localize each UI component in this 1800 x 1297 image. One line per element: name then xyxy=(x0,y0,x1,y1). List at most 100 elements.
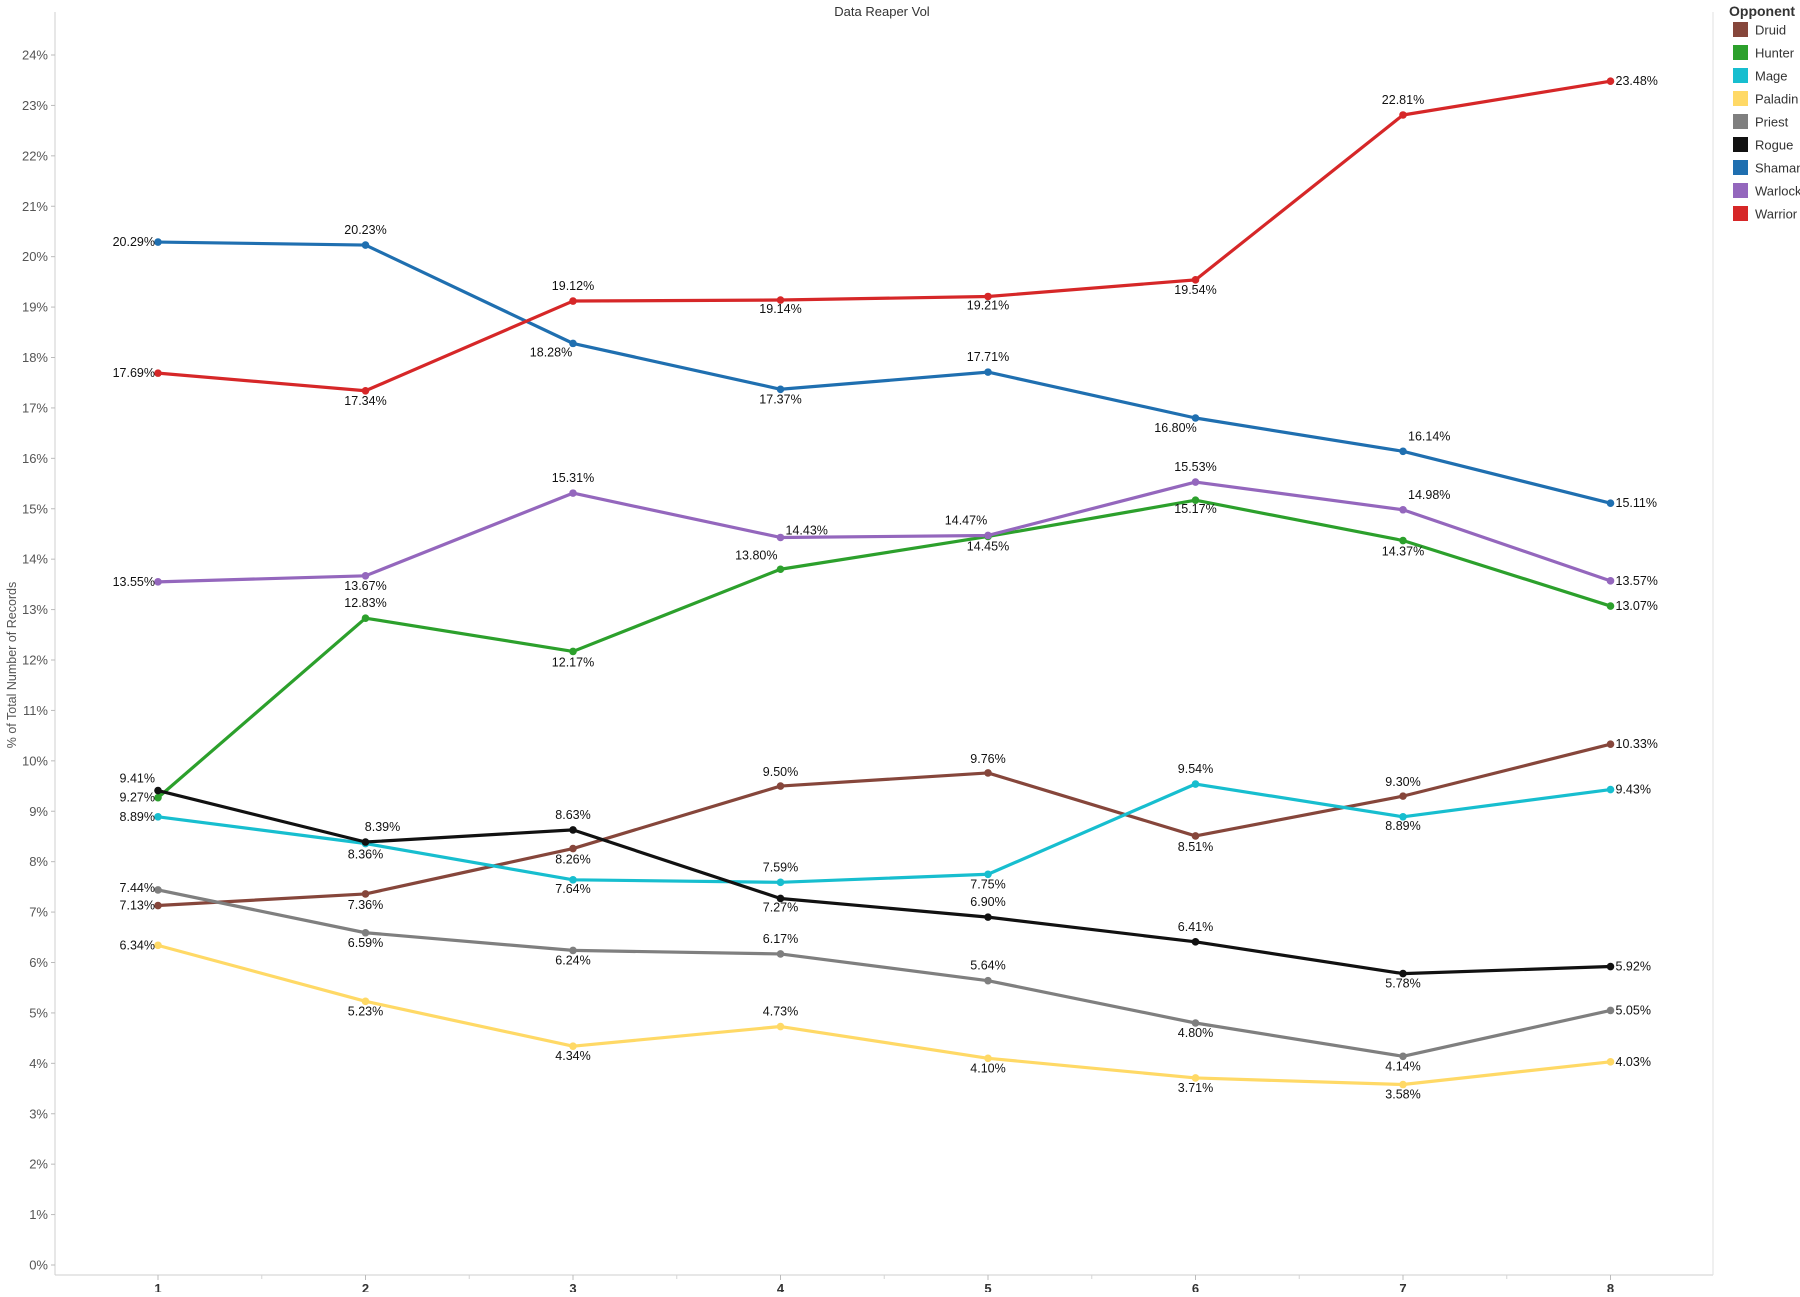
data-point-druid xyxy=(1606,740,1615,748)
data-point-warlock xyxy=(1399,505,1407,514)
legend-swatch-warlock xyxy=(1733,183,1748,198)
data-label-warlock: 14.98% xyxy=(1408,488,1450,502)
legend-label-mage: Mage xyxy=(1755,69,1788,84)
data-point-mage xyxy=(1191,780,1200,788)
series-line-rogue xyxy=(157,789,1611,976)
y-tick-label: 6% xyxy=(29,955,48,970)
data-label-shaman: 16.80% xyxy=(1154,421,1196,435)
data-label-priest: 5.64% xyxy=(970,959,1005,973)
legend-label-hunter: Hunter xyxy=(1755,46,1795,61)
legend-swatch-warrior xyxy=(1733,206,1748,221)
series-line-hunter xyxy=(156,498,1611,799)
data-label-rogue: 8.63% xyxy=(555,808,590,822)
data-point-mage xyxy=(776,878,785,887)
x-axis-ticks: 1 2 3 4 5 6 7 8 xyxy=(154,1275,1614,1296)
legend-swatch-hunter xyxy=(1733,45,1748,60)
data-label-paladin: 4.03% xyxy=(1616,1055,1651,1069)
data-point-mage xyxy=(1399,812,1407,821)
y-tick-label: 9% xyxy=(29,804,48,819)
data-point-warrior xyxy=(569,297,577,305)
data-label-paladin: 4.10% xyxy=(970,1061,1005,1075)
data-point-druid xyxy=(154,901,162,910)
data-point-rogue xyxy=(569,826,577,834)
data-point-warlock xyxy=(1191,478,1200,486)
data-label-mage: 7.59% xyxy=(763,860,798,874)
data-label-mage: 7.75% xyxy=(970,877,1005,891)
legend-swatch-shaman xyxy=(1733,160,1748,175)
data-point-hunter xyxy=(361,614,370,622)
data-label-druid: 7.36% xyxy=(348,898,383,912)
data-label-druid: 9.30% xyxy=(1385,775,1420,789)
data-label-mage: 8.89% xyxy=(1385,819,1420,833)
data-point-shaman xyxy=(1399,447,1407,456)
data-label-rogue: 9.41% xyxy=(120,772,155,786)
data-point-hunter xyxy=(1191,496,1200,504)
data-point-paladin xyxy=(569,1042,577,1050)
data-point-shaman xyxy=(361,241,370,249)
data-label-druid: 9.76% xyxy=(970,752,1005,766)
data-label-paladin: 4.34% xyxy=(555,1049,590,1063)
data-label-druid: 8.51% xyxy=(1178,840,1213,854)
data-point-paladin xyxy=(361,997,370,1006)
legend-label-warrior: Warrior xyxy=(1755,207,1798,222)
data-label-rogue: 5.78% xyxy=(1385,977,1420,991)
data-label-hunter: 12.83% xyxy=(344,596,386,610)
data-point-shaman xyxy=(154,238,162,246)
data-point-mage xyxy=(984,870,992,879)
data-point-mage xyxy=(154,812,162,821)
x-tick-label: 1 xyxy=(154,1281,161,1292)
legend-swatch-rogue xyxy=(1733,137,1748,152)
data-label-mage: 9.43% xyxy=(1616,783,1651,797)
data-point-mage xyxy=(569,876,577,884)
data-label-shaman: 17.71% xyxy=(967,350,1009,364)
data-point-paladin xyxy=(1191,1074,1200,1082)
data-label-hunter: 15.17% xyxy=(1174,502,1216,516)
data-label-priest: 6.24% xyxy=(555,953,590,967)
data-label-priest: 5.05% xyxy=(1616,1003,1651,1017)
data-label-priest: 7.44% xyxy=(120,881,155,895)
data-label-shaman: 17.37% xyxy=(759,392,801,406)
data-label-rogue: 8.39% xyxy=(365,820,400,834)
data-point-paladin xyxy=(1606,1058,1615,1066)
legend-title: Opponent xyxy=(1729,3,1795,19)
data-label-priest: 4.14% xyxy=(1385,1059,1420,1073)
data-label-shaman: 20.23% xyxy=(344,223,386,237)
x-tick-label: 8 xyxy=(1607,1281,1614,1292)
series-line-paladin xyxy=(157,943,1611,1087)
data-point-rogue xyxy=(154,786,162,795)
legend-label-rogue: Rogue xyxy=(1755,138,1793,153)
y-tick-label: 4% xyxy=(29,1056,48,1071)
legend-label-paladin: Paladin xyxy=(1755,92,1798,107)
data-label-warlock: 13.57% xyxy=(1616,574,1658,588)
y-tick-label: 7% xyxy=(29,905,48,920)
data-point-hunter xyxy=(1606,602,1615,610)
series-line-shaman xyxy=(157,240,1611,505)
data-point-shaman xyxy=(1606,499,1615,508)
y-tick-label: 11% xyxy=(23,703,48,718)
data-point-paladin xyxy=(984,1054,992,1063)
y-tick-label: 10% xyxy=(22,753,48,768)
y-tick-label: 14% xyxy=(22,552,48,567)
data-point-warlock xyxy=(1606,577,1615,585)
data-point-priest xyxy=(154,886,162,894)
data-label-paladin: 6.34% xyxy=(120,938,155,952)
data-point-priest xyxy=(1191,1019,1200,1027)
data-point-rogue xyxy=(361,838,370,846)
data-point-rogue xyxy=(1191,938,1200,946)
data-label-warrior: 19.54% xyxy=(1174,283,1216,297)
data-label-druid: 9.50% xyxy=(763,765,798,779)
data-point-shaman xyxy=(984,368,992,376)
data-point-warrior xyxy=(776,296,785,304)
data-point-druid xyxy=(984,769,992,777)
legend: Opponent Druid Hunter Mage Paladin Priest Rog… xyxy=(1729,3,1800,222)
data-label-hunter: 13.07% xyxy=(1616,599,1658,613)
series-lines xyxy=(156,79,1612,1087)
legend-label-warlock: Warlock xyxy=(1755,184,1800,199)
data-point-warlock xyxy=(569,489,577,497)
data-label-druid: 8.26% xyxy=(555,853,590,867)
y-tick-label: 21% xyxy=(22,199,48,214)
y-tick-label: 18% xyxy=(22,350,48,365)
data-point-rogue xyxy=(984,913,992,921)
